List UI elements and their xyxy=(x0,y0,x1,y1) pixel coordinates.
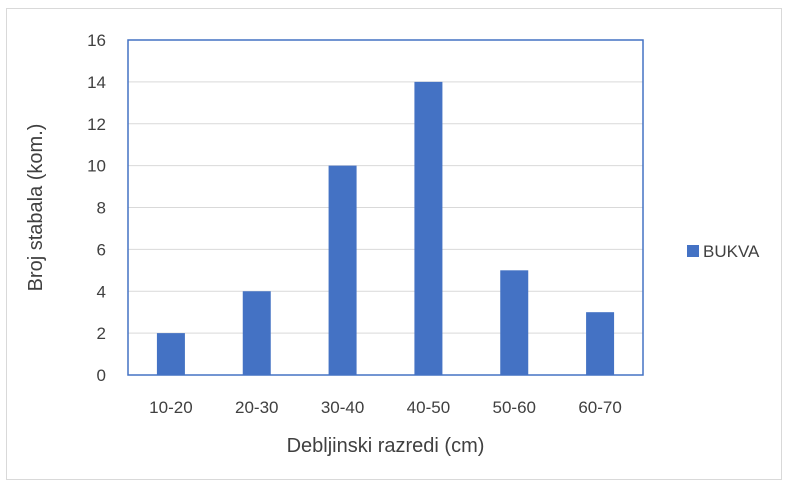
y-tick-label: 14 xyxy=(87,73,106,92)
legend-label: BUKVA xyxy=(703,242,760,261)
y-tick-label: 0 xyxy=(97,366,106,385)
legend: BUKVA xyxy=(687,242,760,261)
y-tick-label: 6 xyxy=(97,240,106,259)
bars xyxy=(156,81,615,375)
y-tick-label: 16 xyxy=(87,31,106,50)
bar-10-20 xyxy=(156,333,185,375)
chart-frame xyxy=(6,8,782,480)
x-tick-label: 60-70 xyxy=(578,398,621,417)
bar-20-30 xyxy=(242,291,271,375)
y-tick-label: 8 xyxy=(97,199,106,218)
y-tick-label: 4 xyxy=(97,282,106,301)
bar-60-70 xyxy=(586,312,615,375)
x-tick-label: 40-50 xyxy=(407,398,450,417)
x-tick-label: 10-20 xyxy=(149,398,192,417)
x-tick-label: 30-40 xyxy=(321,398,364,417)
x-tick-label: 20-30 xyxy=(235,398,278,417)
bar-40-50 xyxy=(414,81,443,375)
legend-swatch xyxy=(687,245,699,257)
y-tick-label: 12 xyxy=(87,115,106,134)
gridlines xyxy=(128,81,643,334)
y-tick-label: 10 xyxy=(87,157,106,176)
x-tick-labels: 10-20 20-30 30-40 40-50 50-60 60-70 xyxy=(149,398,622,417)
plot-area-border xyxy=(127,39,644,376)
bar-50-60 xyxy=(500,270,529,375)
x-tick-label: 50-60 xyxy=(493,398,536,417)
x-axis-title: Debljinski razredi (cm) xyxy=(287,435,485,457)
y-axis-title: Broj stabala (kom.) xyxy=(25,124,47,292)
y-tick-labels: 0 2 4 6 8 10 12 14 16 xyxy=(87,31,106,385)
y-tick-label: 2 xyxy=(97,324,106,343)
bar-30-40 xyxy=(328,165,357,375)
